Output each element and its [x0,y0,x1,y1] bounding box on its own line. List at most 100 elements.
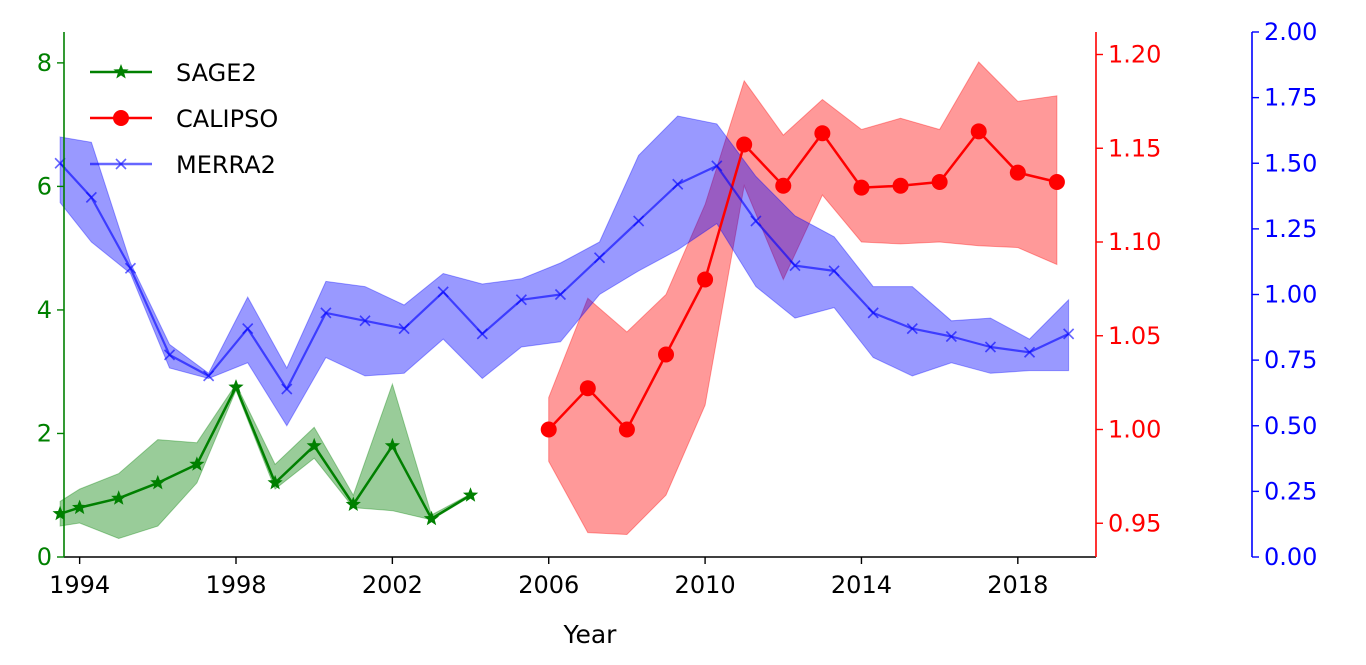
right2-y-tick-label: 0.75 [1264,346,1317,374]
right2-y-tick-label: 0.25 [1264,477,1317,505]
merra2-point [945,330,957,343]
calipso-line [547,130,1058,431]
x-tick-label: 2018 [987,571,1048,599]
calipso-point [697,271,714,288]
calipso-point [579,380,596,397]
merra2-point [437,286,449,298]
axes: 1994 1998 2002 2006 2010 2014 2018 0 2 4 6 8 0.95 1.0… [37,18,1318,599]
calipso-point [892,177,909,194]
sage2-point [423,510,440,526]
right2-y-tick-label: 0.50 [1264,412,1317,440]
calipso-point [1009,164,1026,181]
merra2-markers [54,157,1075,395]
x-tick-label: 2014 [831,571,892,599]
sage2-point [189,456,205,471]
sage2-line [59,385,472,520]
sage2-point [228,379,244,394]
left-y-tick-label: 4 [37,296,52,324]
merra2-point [554,288,567,301]
sage2-point [462,487,479,502]
calipso-point [736,136,753,153]
merra2-point [1023,346,1036,358]
x-axis-label: Year [563,620,618,649]
merra2-point [85,191,97,203]
right2-y-tick-label: 1.00 [1264,281,1317,309]
left-y-tick-label: 0 [37,543,52,571]
merra2-point [281,383,293,395]
legend-marker [115,158,127,170]
right1-y-tick-label: 1.20 [1108,41,1161,69]
merra2-point [789,260,801,272]
legend-item-sage2: SAGE2 [90,59,257,87]
x-tick-label: 1998 [205,571,266,599]
calipso-band [548,61,1058,536]
calipso-point [853,179,870,196]
merra2-point [593,252,606,264]
merra2-point [828,265,840,277]
x-tick-label: 2006 [518,571,579,599]
merra2-band [59,115,1070,427]
legend-marker [113,64,129,79]
legend-item-calipso: CALIPSO [90,105,278,133]
sage2-point [111,490,127,505]
calipso-point [814,125,831,142]
sage2-point [267,474,283,490]
merra2-point [906,323,918,335]
merra2-point [242,323,254,335]
calipso-point [658,346,674,363]
merra2-point [359,315,371,327]
merra2-point [984,341,997,353]
sage2-point [345,496,361,511]
calipso-point [775,177,792,194]
merra2-point [750,215,762,227]
merra2-point [711,160,723,172]
legend-marker [113,110,129,126]
sage2-point [150,474,166,490]
merra2-point [203,370,215,382]
right1-y-tick-label: 1.15 [1108,134,1161,162]
calipso-point [970,123,987,140]
x-tick-label: 1994 [49,571,110,599]
merra2-point [124,262,137,274]
legend-label: SAGE2 [176,59,257,87]
right1-y-tick-label: 1.00 [1108,416,1161,444]
merra2-point [515,294,527,306]
calipso-point [1048,174,1065,190]
right1-y-tick-label: 1.10 [1108,228,1161,256]
sage2-markers [52,379,479,526]
legend-item-merra2: MERRA2 [90,151,276,179]
legend-label: MERRA2 [176,151,276,179]
x-tick-label: 2002 [362,571,423,599]
left-y-tick-label: 8 [37,49,52,77]
merra2-point [1063,328,1075,340]
x-tick-label: 2010 [675,571,736,599]
left-y-tick-label: 2 [37,419,52,447]
left-y-tick-label: 6 [37,172,52,200]
right1-y-tick-label: 0.95 [1108,509,1161,537]
merra2-point [320,307,332,319]
calipso-markers [540,123,1065,438]
right1-y-tick-label: 1.05 [1108,322,1161,350]
sage2-point [306,437,322,453]
calipso-point [931,174,948,190]
right2-y-tick-label: 1.25 [1264,215,1317,243]
legend-label: CALIPSO [176,105,278,133]
calipso-point [618,421,635,438]
right2-y-tick-label: 2.00 [1264,18,1317,46]
series-markers [52,123,1075,526]
confidence-bands [59,61,1070,540]
right2-y-tick-label: 1.50 [1264,149,1317,177]
legend: SAGE2 CALIPSO MERRA2 [90,59,278,179]
merra2-point [633,215,645,227]
merra2-point [867,307,879,319]
merra2-point [163,349,176,361]
merra2-point [672,178,684,190]
sage2-point [72,499,88,515]
merra2-point [398,323,410,335]
right2-y-tick-label: 1.75 [1264,84,1317,112]
sage2-point [52,505,68,521]
merra2-point [476,328,488,340]
sage2-point [384,437,400,453]
calipso-point [540,421,557,438]
